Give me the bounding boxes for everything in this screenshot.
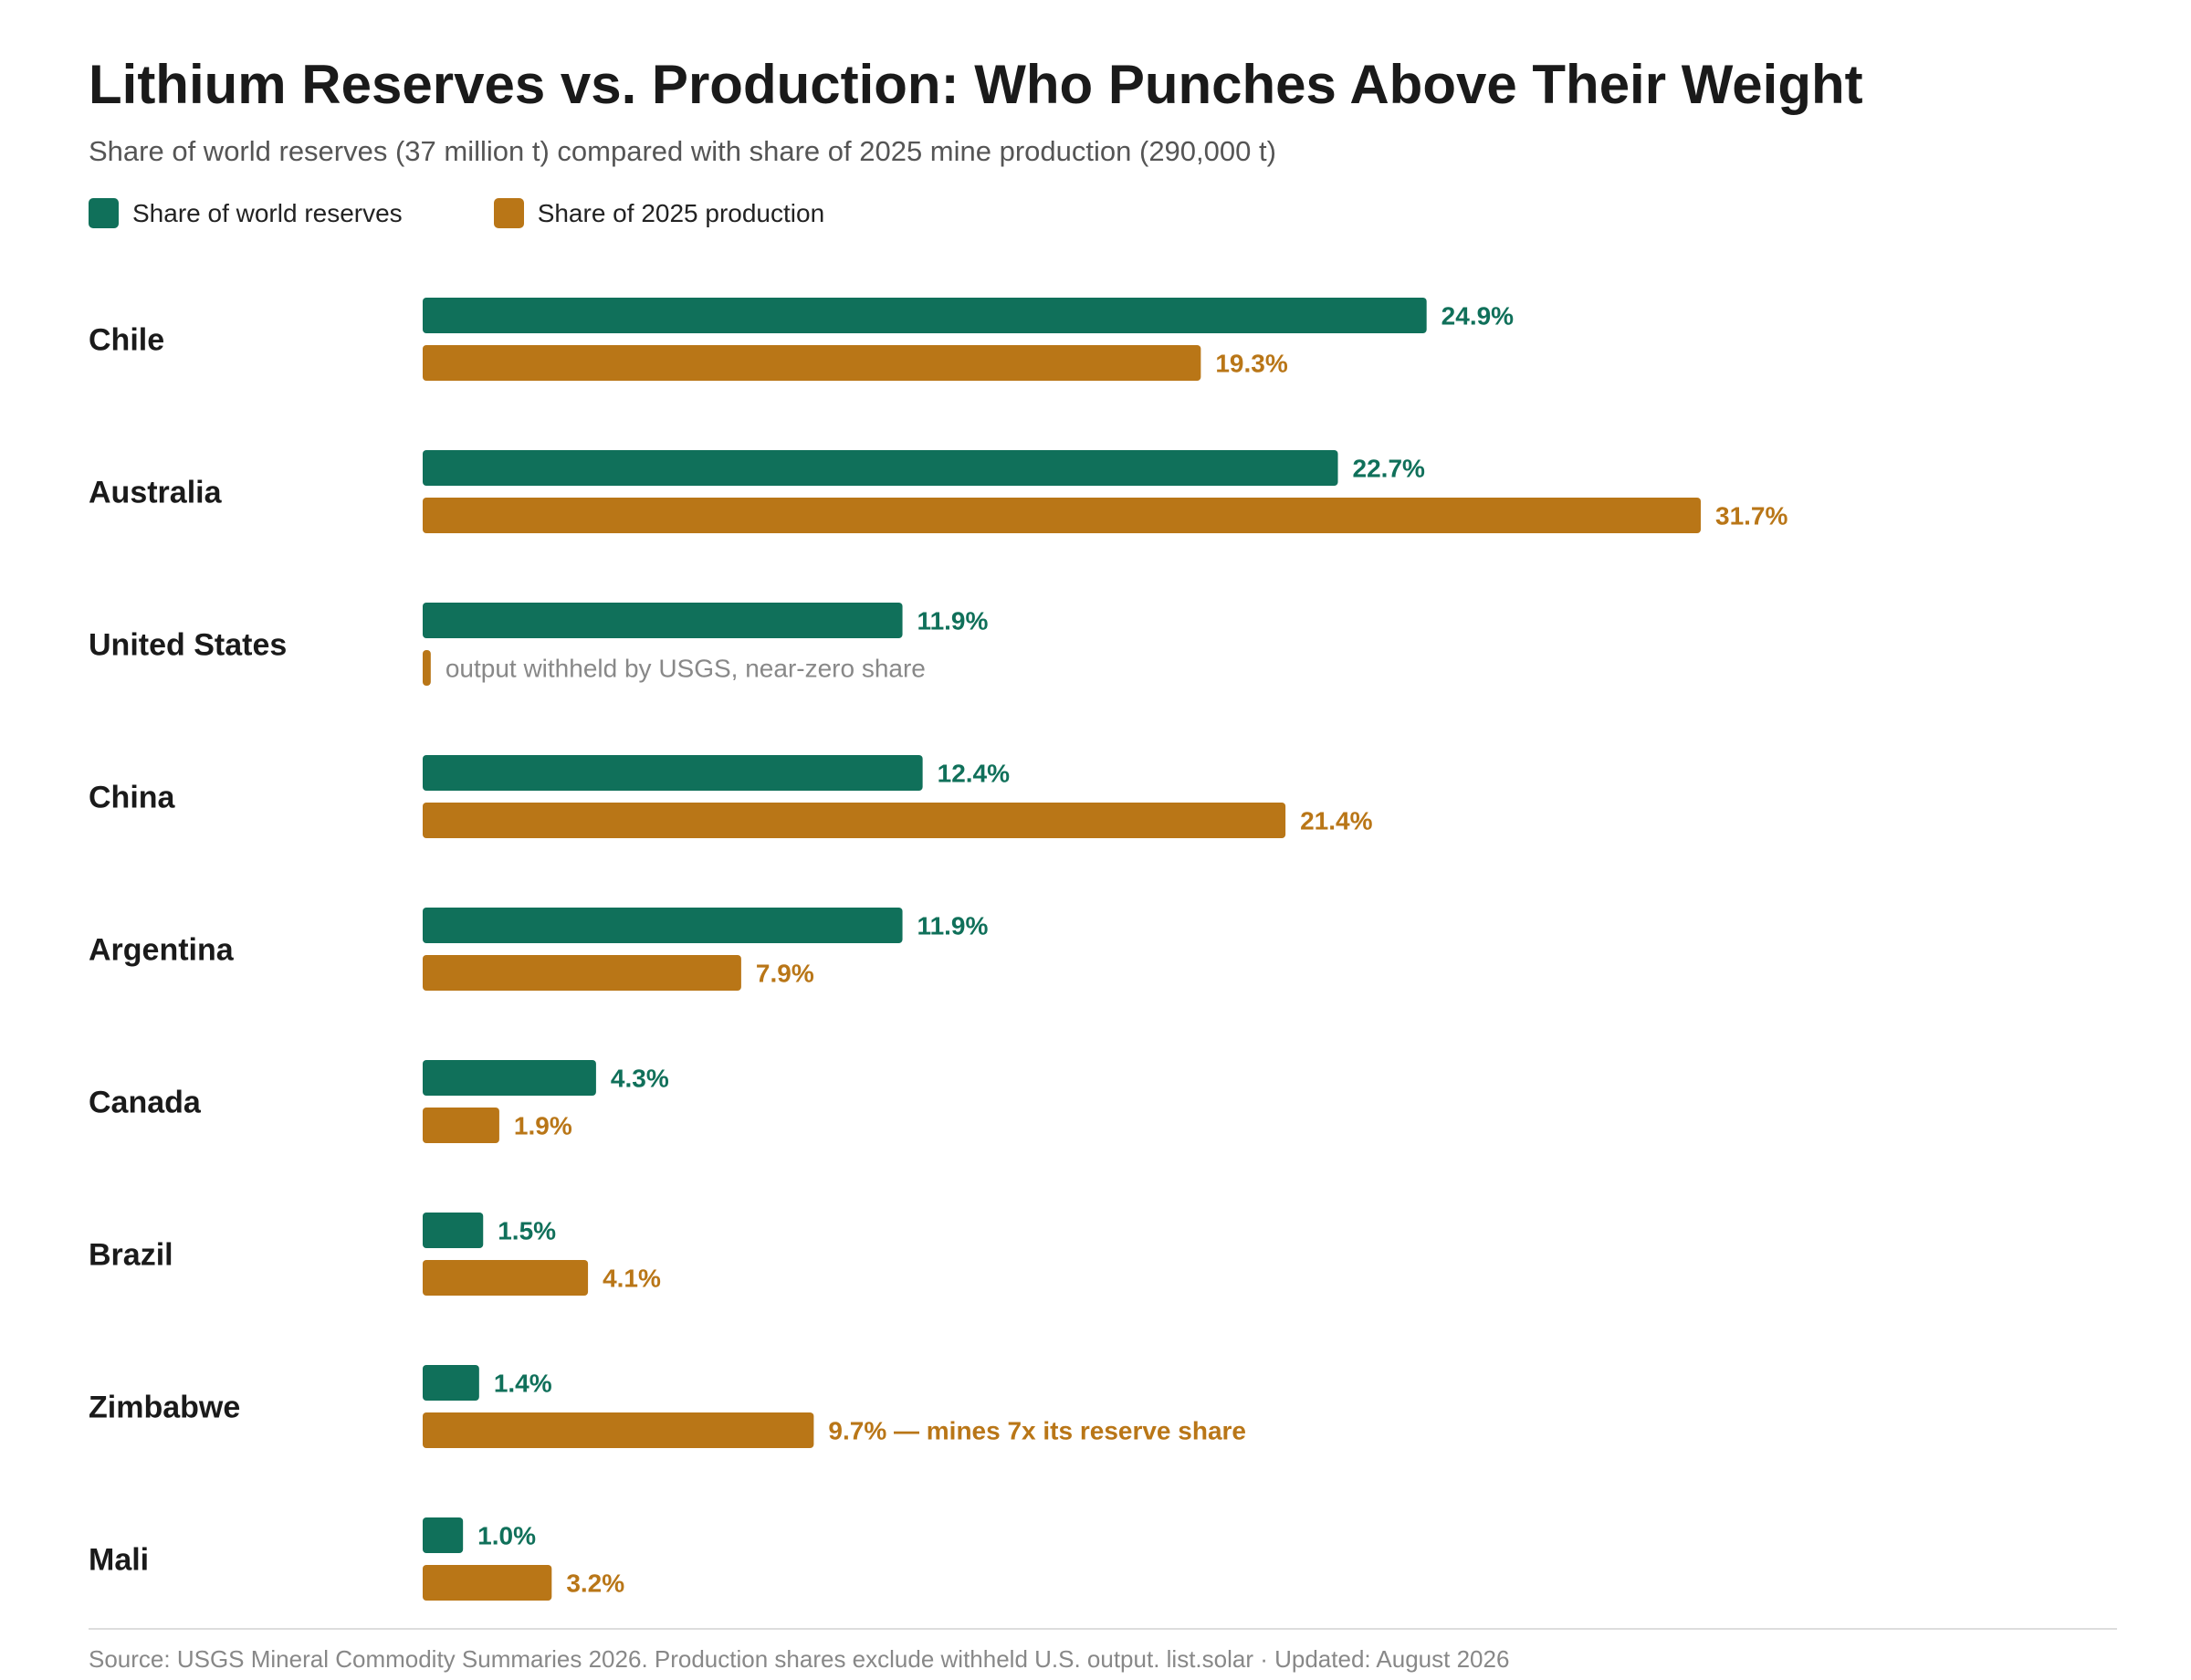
chart-subtitle: Share of world reserves (37 million t) c… <box>89 135 1276 167</box>
reserves-value-label: 22.7% <box>1353 455 1425 483</box>
production-bar <box>423 1565 552 1601</box>
reserves-value-label: 4.3% <box>611 1065 669 1093</box>
reserves-value-label: 11.9% <box>917 912 989 940</box>
category-label: Brazil <box>89 1238 173 1273</box>
reserves-bar <box>423 603 903 638</box>
reserves-bar <box>423 1517 464 1553</box>
category-label: Australia <box>89 476 223 510</box>
country-group: Australia 22.7% 31.7% <box>89 450 1787 533</box>
reserves-bar <box>423 1213 484 1248</box>
source-footer: Source: USGS Mineral Commodity Summaries… <box>89 1645 1510 1673</box>
chart-title: Lithium Reserves vs. Production: Who Pun… <box>89 54 1863 115</box>
reserves-bar <box>423 1365 479 1401</box>
production-value-label: 19.3% <box>1215 350 1287 378</box>
category-label: China <box>89 781 176 815</box>
production-value-label: 7.9% <box>756 960 814 988</box>
production-value-label: output withheld by USGS, near-zero share <box>446 655 926 683</box>
country-group: Argentina 11.9% 7.9% <box>89 908 989 991</box>
production-value-label: 3.2% <box>566 1570 624 1598</box>
country-group: Chile 24.9% 19.3% <box>89 298 1514 381</box>
production-bar <box>423 955 741 991</box>
category-label: Canada <box>89 1086 202 1120</box>
legend-swatch-reserves <box>89 198 119 228</box>
reserves-value-label: 12.4% <box>938 760 1010 788</box>
production-bar <box>423 1412 814 1448</box>
country-group: Canada 4.3% 1.9% <box>89 1060 669 1143</box>
production-value-label: 9.7% — mines 7x its reserve share <box>828 1417 1246 1445</box>
country-group: United States 11.9% output withheld by USG… <box>89 603 989 686</box>
country-group: Brazil 1.5% 4.1% <box>89 1213 661 1296</box>
reserves-bar <box>423 755 923 791</box>
reserves-value-label: 24.9% <box>1441 302 1514 331</box>
reserves-bar <box>423 450 1338 486</box>
category-label: Zimbabwe <box>89 1391 240 1425</box>
category-label: Argentina <box>89 933 235 968</box>
legend-swatch-production <box>493 198 524 228</box>
production-bar <box>423 650 431 686</box>
legend-label-reserves: Share of world reserves <box>132 198 403 227</box>
country-group: Zimbabwe 1.4% 9.7% — mines 7x its reserve … <box>89 1365 1246 1448</box>
legend-item-reserves: Share of world reserves <box>89 198 403 228</box>
category-label: Chile <box>89 323 164 358</box>
production-bar <box>423 345 1201 381</box>
reserves-bar <box>423 298 1427 333</box>
reserves-bar <box>423 1060 596 1096</box>
production-bar <box>423 1108 499 1143</box>
reserves-value-label: 1.4% <box>494 1370 552 1398</box>
reserves-bar <box>423 908 903 943</box>
legend: Share of world reserves Share of 2025 pr… <box>89 198 916 228</box>
country-group: Mali 1.0% 3.2% <box>89 1517 624 1601</box>
production-value-label: 4.1% <box>603 1265 661 1293</box>
reserves-value-label: 11.9% <box>917 607 989 635</box>
production-bar <box>423 1260 589 1296</box>
reserves-value-label: 1.0% <box>477 1522 536 1550</box>
production-bar <box>423 803 1286 838</box>
production-value-label: 21.4% <box>1300 807 1372 835</box>
footer-divider <box>89 1628 2117 1630</box>
reserves-value-label: 1.5% <box>498 1217 556 1245</box>
production-value-label: 1.9% <box>514 1112 572 1140</box>
production-bar <box>423 498 1701 533</box>
legend-label-production: Share of 2025 production <box>537 198 825 227</box>
production-value-label: 31.7% <box>1715 502 1787 530</box>
category-label: United States <box>89 628 287 663</box>
legend-item-production: Share of 2025 production <box>493 198 825 228</box>
country-group: China 12.4% 21.4% <box>89 755 1373 838</box>
category-label: Mali <box>89 1543 149 1578</box>
